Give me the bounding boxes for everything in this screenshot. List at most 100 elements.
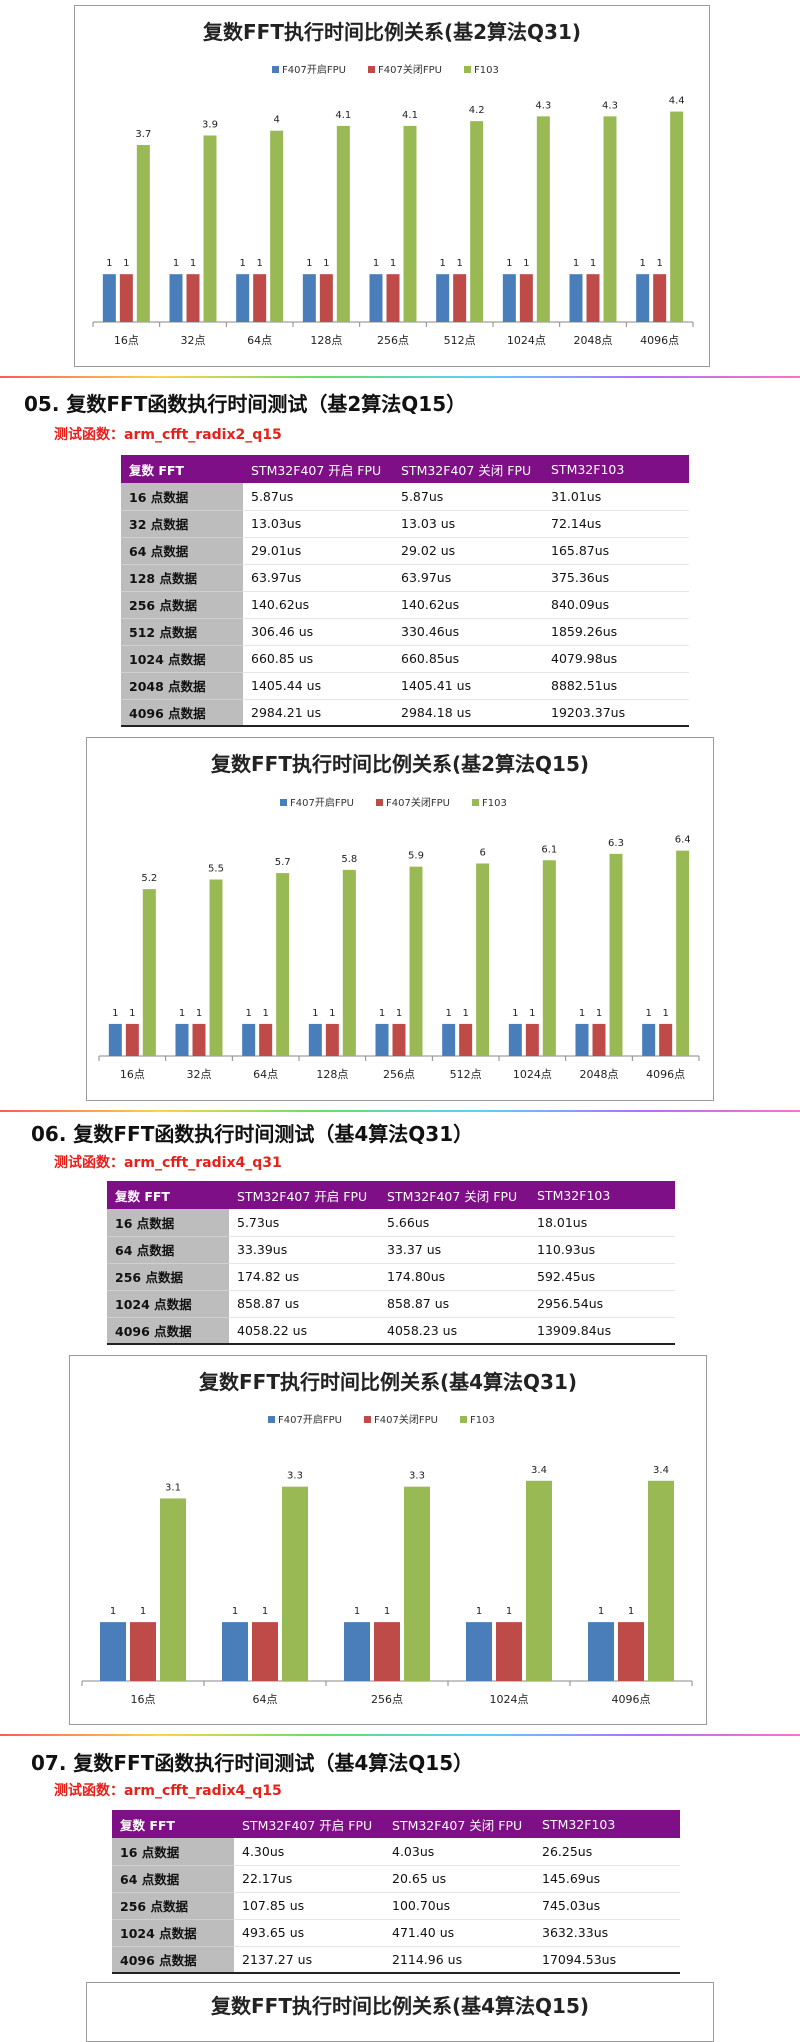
- data-label: 1: [506, 1606, 512, 1617]
- table-cell: 5.87us: [243, 483, 393, 511]
- bar-f407-fpu-on: [302, 274, 316, 322]
- bar-f407-fpu-on: [442, 1023, 456, 1056]
- table-cell: 4.30us: [234, 1838, 384, 1866]
- table-cell: 745.03us: [534, 1892, 680, 1920]
- data-label: 3.4: [653, 1465, 669, 1476]
- data-label: 1: [129, 1008, 135, 1019]
- bar-f407-fpu-on: [636, 274, 650, 322]
- data-label: 1: [106, 258, 112, 269]
- bar-f407-fpu-off: [119, 274, 133, 322]
- bar-f103: [342, 869, 356, 1056]
- table-cell: 31.01us: [543, 483, 689, 511]
- data-label: 1: [579, 1008, 585, 1019]
- category-label: 256点: [371, 1693, 403, 1706]
- bar-f103: [526, 1480, 552, 1681]
- table-row: 256 点数据 107.85 us 100.70us 745.03us: [112, 1892, 680, 1920]
- data-label: 1: [373, 258, 379, 269]
- table-cell: 4079.98us: [543, 645, 689, 673]
- table-row: 2048 点数据 1405.44 us 1405.41 us 8882.51us: [121, 672, 689, 700]
- table-cell: 660.85 us: [243, 645, 393, 673]
- table-radix4-q15: 复数 FFT STM32F407 开启 FPU STM32F407 关闭 FPU ST…: [112, 1810, 680, 1974]
- bar-f407-fpu-off: [386, 274, 400, 322]
- table-cell: 63.97us: [243, 564, 393, 592]
- bar-f103: [676, 850, 690, 1056]
- bar-f407-fpu-off: [319, 274, 333, 322]
- table-row: 64 点数据 29.01us 29.02 us 165.87us: [121, 537, 689, 565]
- table-cell: 13.03 us: [393, 510, 543, 538]
- bar-f103: [142, 889, 156, 1056]
- bar-f103: [470, 121, 484, 322]
- data-label: 1: [262, 1606, 268, 1617]
- data-label: 1: [245, 1008, 251, 1019]
- table-cell: 107.85 us: [234, 1892, 384, 1920]
- row-label: 512 点数据: [121, 618, 243, 646]
- legend-label: F103: [482, 798, 507, 809]
- data-label: 1: [312, 1008, 318, 1019]
- table-cell: 5.66us: [379, 1209, 529, 1237]
- category-label: 256点: [383, 1068, 415, 1081]
- data-label: 1: [462, 1008, 468, 1019]
- bar-f407-fpu-off: [325, 1023, 339, 1056]
- data-label: 6.4: [675, 835, 691, 846]
- data-label: 1: [512, 1008, 518, 1019]
- table-row: 4096 点数据 4058.22 us 4058.23 us 13909.84us: [107, 1317, 675, 1345]
- table-cell: 330.46us: [393, 618, 543, 646]
- data-label: 1: [173, 258, 179, 269]
- data-label: 1: [232, 1606, 238, 1617]
- bar-f103: [336, 125, 350, 322]
- row-label: 4096 点数据: [107, 1317, 229, 1345]
- bar-f407-fpu-off: [259, 1023, 273, 1056]
- data-label: 1: [529, 1008, 535, 1019]
- bar-f103: [542, 860, 556, 1056]
- table-cell: 8882.51us: [543, 672, 689, 700]
- data-label: 5.8: [341, 854, 357, 865]
- section-07-function: 测试函数：arm_cfft_radix4_q15: [54, 1783, 282, 1799]
- bar-f407-fpu-off: [459, 1023, 473, 1056]
- table-cell: 858.87 us: [229, 1290, 379, 1318]
- data-label: 4.2: [469, 105, 485, 116]
- legend-swatch: [272, 66, 279, 73]
- table-cell: 110.93us: [529, 1236, 675, 1264]
- table-cell: 19203.37us: [543, 699, 689, 727]
- bar-f407-fpu-on: [369, 274, 383, 322]
- table-cell: 5.73us: [229, 1209, 379, 1237]
- table-cell: 17094.53us: [534, 1946, 680, 1974]
- bar-f407-fpu-on: [375, 1023, 389, 1056]
- section-05-function: 测试函数：arm_cfft_radix2_q15: [54, 427, 282, 443]
- table-row: 1024 点数据 493.65 us 471.40 us 3632.33us: [112, 1919, 680, 1947]
- data-label: 5.9: [408, 851, 424, 862]
- chart-radix2-q31: 复数FFT执行时间比例关系(基2算法Q31) F407开启FPU F407关闭FPU…: [74, 5, 710, 367]
- legend-label: F407关闭FPU: [386, 796, 450, 809]
- table-header-cell: STM32F407 开启 FPU: [234, 1810, 384, 1838]
- table-row: 16 点数据 5.73us 5.66us 18.01us: [107, 1209, 675, 1237]
- table-cell: 140.62us: [243, 591, 393, 619]
- legend-label: F103: [470, 1415, 495, 1426]
- table-cell: 18.01us: [529, 1209, 675, 1237]
- bar-f103: [609, 853, 623, 1056]
- row-label: 64 点数据: [112, 1865, 234, 1893]
- bar-f103: [270, 130, 284, 322]
- data-label: 1: [639, 258, 645, 269]
- data-label: 1: [506, 258, 512, 269]
- table-cell: 174.80us: [379, 1263, 529, 1291]
- bar-f407-fpu-off: [186, 274, 200, 322]
- data-label: 3.4: [531, 1465, 547, 1476]
- data-label: 1: [445, 1008, 451, 1019]
- chart4-title: 复数FFT执行时间比例关系(基4算法Q15): [211, 1994, 589, 2018]
- row-label: 1024 点数据: [121, 645, 243, 673]
- bar-f407-fpu-on: [108, 1023, 122, 1056]
- data-label: 1: [396, 1008, 402, 1019]
- data-label: 1: [354, 1606, 360, 1617]
- row-label: 64 点数据: [121, 537, 243, 565]
- data-label: 1: [523, 258, 529, 269]
- chart-radix4-q15: 复数FFT执行时间比例关系(基4算法Q15): [86, 1982, 714, 2042]
- row-label: 2048 点数据: [121, 672, 243, 700]
- bar-f103: [404, 1486, 430, 1681]
- bar-f407-fpu-off: [496, 1622, 522, 1681]
- bar-f407-fpu-on: [175, 1023, 189, 1056]
- table-row: 4096 点数据 2137.27 us 2114.96 us 17094.53us: [112, 1946, 680, 1974]
- bar-f407-fpu-on: [169, 274, 183, 322]
- data-label: 1: [456, 258, 462, 269]
- row-label: 4096 点数据: [112, 1946, 234, 1974]
- category-label: 32点: [187, 1068, 212, 1081]
